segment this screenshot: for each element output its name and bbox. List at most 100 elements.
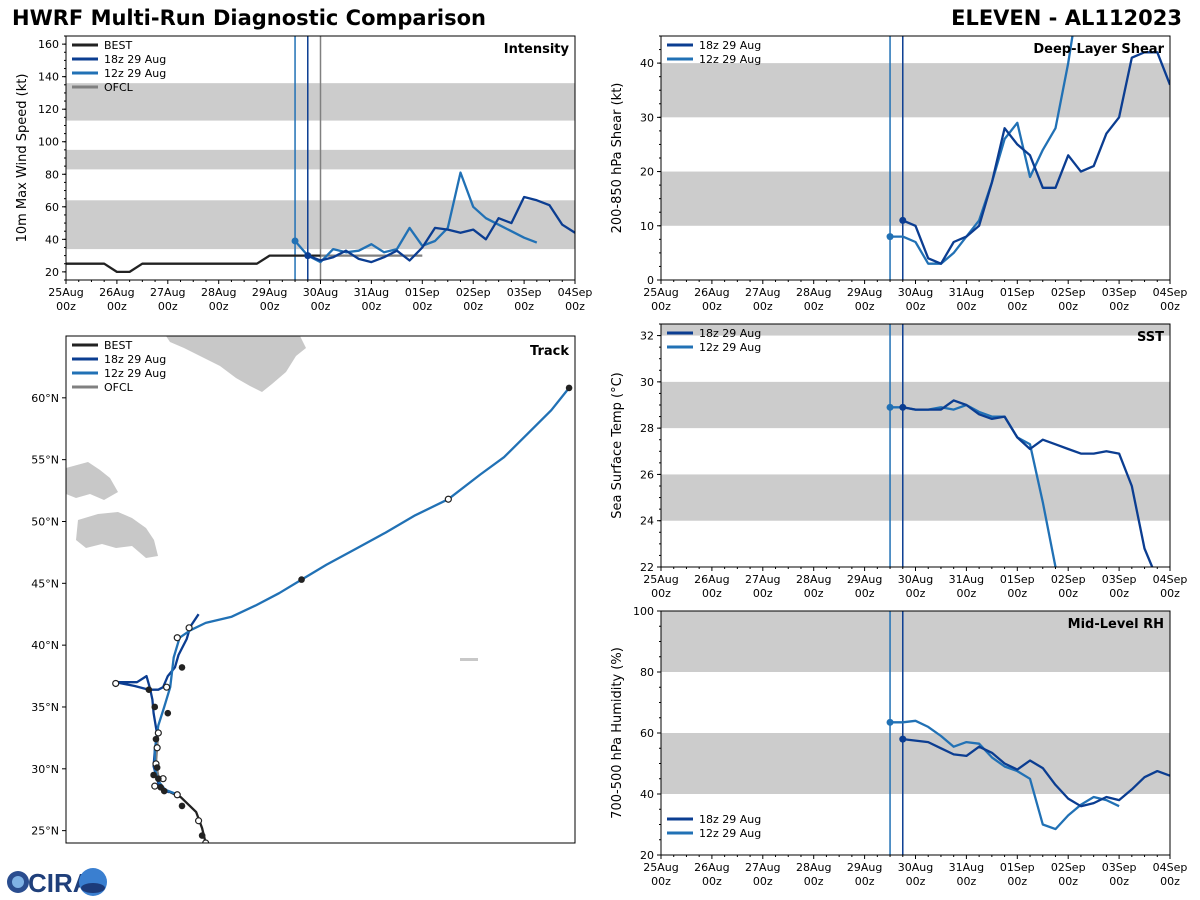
- x-tick-label: 00z: [855, 875, 875, 888]
- x-tick-label: 00z: [1160, 587, 1180, 600]
- x-tick-label: 00z: [753, 587, 773, 600]
- land-azores: [460, 658, 478, 661]
- panel-title: Deep-Layer Shear: [1033, 42, 1164, 57]
- x-tick-label: 00z: [565, 300, 585, 313]
- axes-frame: [65, 335, 576, 844]
- series-line-18z-29-aug: [902, 399, 1154, 567]
- series-line-18z-29-aug: [902, 737, 1170, 808]
- lat-tick-label: 40°N: [31, 639, 59, 652]
- lat-tick-label: 25°N: [31, 825, 59, 838]
- x-tick-label: 25Aug: [643, 286, 678, 299]
- logo-left-globe-inner-icon: [12, 876, 24, 888]
- axes-frame: [660, 323, 1171, 568]
- legend-label: 12z 29 Aug: [104, 367, 166, 380]
- land-greenland: [166, 336, 306, 392]
- legend-label: 18z 29 Aug: [699, 813, 761, 826]
- x-tick-label: 04Sep: [1153, 286, 1188, 299]
- x-tick-label: 00z: [651, 300, 671, 313]
- series-start-marker: [899, 735, 907, 743]
- y-tick-label: 10: [640, 220, 654, 233]
- x-tick-label: 29Aug: [252, 286, 287, 299]
- y-tick-label: 32: [640, 330, 654, 343]
- lat-tick-label: 45°N: [31, 577, 59, 590]
- x-tick-label: 00z: [1109, 300, 1129, 313]
- x-tick-label: 29Aug: [847, 286, 882, 299]
- x-tick-label: 00z: [1058, 875, 1078, 888]
- track-marker-open: [185, 624, 193, 632]
- x-tick-label: 00z: [804, 587, 824, 600]
- track-marker-filled: [160, 787, 168, 795]
- y-tick-label: 22: [640, 561, 654, 574]
- x-tick-label: 00z: [702, 587, 722, 600]
- x-tick-label: 00z: [311, 300, 331, 313]
- track-marker-filled: [155, 775, 162, 782]
- y-tick-label: 26: [640, 468, 654, 481]
- legend-label: BEST: [104, 39, 132, 52]
- page-title: HWRF Multi-Run Diagnostic Comparison: [12, 6, 487, 30]
- y-tick-label: 60: [640, 727, 654, 740]
- track-marker-open: [112, 679, 120, 688]
- x-tick-label: 04Sep: [558, 286, 593, 299]
- lat-tick-label: 60°N: [31, 392, 59, 405]
- y-tick-label: 40: [45, 233, 59, 246]
- track-marker-filled: [151, 703, 159, 711]
- track-marker-open: [151, 782, 159, 790]
- y-tick-label: 20: [640, 849, 654, 862]
- track-marker-filled: [298, 576, 305, 583]
- x-tick-label: 25Aug: [643, 861, 678, 874]
- legend-label: 18z 29 Aug: [699, 327, 761, 340]
- x-tick-label: 26Aug: [99, 286, 134, 299]
- legend-label: OFCL: [104, 381, 134, 394]
- x-tick-label: 00z: [463, 300, 483, 313]
- land-nova-scotia: [76, 512, 158, 558]
- legend-label: 12z 29 Aug: [699, 827, 761, 840]
- y-axis-label: Sea Surface Temp (°C): [610, 372, 625, 519]
- panel-title: Intensity: [504, 42, 570, 57]
- track-marker-open: [173, 634, 181, 642]
- logo-right-globe-band-icon: [81, 883, 105, 893]
- y-tick-label: 100: [633, 605, 654, 618]
- y-tick-label: 0: [647, 274, 654, 287]
- x-tick-label: 00z: [957, 875, 977, 888]
- track-marker-open: [444, 495, 452, 503]
- x-tick-label: 03Sep: [1102, 573, 1137, 586]
- x-tick-label: 01Sep: [1000, 573, 1035, 586]
- lat-tick-label: 35°N: [31, 701, 59, 714]
- x-tick-label: 00z: [260, 300, 280, 313]
- x-tick-label: 00z: [1007, 875, 1027, 888]
- y-tick-label: 120: [38, 103, 59, 116]
- x-tick-label: 00z: [957, 300, 977, 313]
- x-tick-label: 00z: [855, 300, 875, 313]
- x-tick-label: 00z: [702, 300, 722, 313]
- x-tick-label: 00z: [412, 300, 432, 313]
- y-tick-label: 30: [640, 376, 654, 389]
- threshold-band: [661, 733, 1170, 794]
- x-tick-label: 26Aug: [694, 573, 729, 586]
- threshold-band: [661, 381, 1170, 429]
- series-line-best: [66, 254, 321, 274]
- lat-tick-label: 55°N: [31, 454, 59, 467]
- x-tick-label: 00z: [804, 875, 824, 888]
- x-tick-label: 00z: [1058, 300, 1078, 313]
- series-start-marker: [291, 237, 299, 245]
- x-tick-label: 00z: [1160, 875, 1180, 888]
- track-marker-filled: [153, 764, 161, 771]
- track-marker-filled: [145, 686, 153, 693]
- series-line-18z-29-aug: [902, 51, 1170, 265]
- track-marker-filled: [178, 664, 186, 671]
- track-line-best: [160, 786, 207, 843]
- x-tick-label: 26Aug: [694, 286, 729, 299]
- series-start-marker: [886, 233, 894, 241]
- lat-tick-label: 30°N: [31, 763, 59, 776]
- lat-tick-label: 50°N: [31, 515, 59, 528]
- x-tick-label: 00z: [651, 875, 671, 888]
- x-tick-label: 02Sep: [1051, 573, 1086, 586]
- legend-label: 12z 29 Aug: [699, 341, 761, 354]
- x-tick-label: 00z: [514, 300, 534, 313]
- series-line-18z-29-aug: [307, 195, 575, 264]
- x-tick-label: 00z: [855, 587, 875, 600]
- legend-label: BEST: [104, 339, 132, 352]
- x-tick-label: 28Aug: [796, 286, 831, 299]
- y-tick-label: 30: [640, 111, 654, 124]
